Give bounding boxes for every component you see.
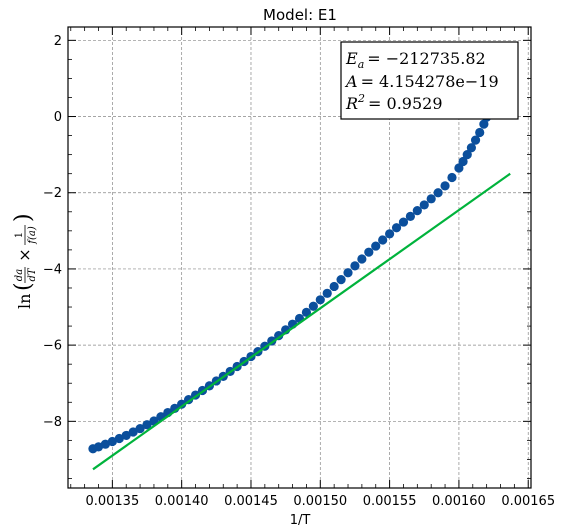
data-point [426,194,436,204]
ylabel-frac1-den: dT [27,267,38,281]
data-point [433,188,443,198]
data-point [378,235,388,245]
data-point [398,217,409,227]
ylabel-frac2-den: f(a) [27,226,38,245]
data-point [301,307,312,317]
data-point [462,150,472,160]
data-point [364,247,374,257]
annotation-ea: Ea = −212735.82 [345,49,486,71]
ylabel-frac2-num: 1 [14,232,25,238]
data-point [466,143,476,153]
plot-frame [67,26,532,489]
ylabel-frac1-num: da [14,269,25,281]
fit-line [92,172,511,471]
fit-line-series [92,172,511,471]
x-tick-label: 0.00135 [85,494,139,509]
ylabel-close-paren: ) [11,213,36,222]
y-axis-label: ln ( da dT × 1 f(a) ) [11,213,38,309]
x-tick-label: 0.00155 [363,494,417,509]
data-point [458,156,468,167]
data-point [308,301,318,311]
data-point [447,172,457,183]
data-point [93,442,104,452]
x-tick-label: 0.00140 [155,494,209,509]
x-tick-labels: 0.00135 0.00140 0.00145 0.00150 0.00155 0.001… [85,494,555,509]
y-tick-label: −6 [43,339,62,354]
y-tick-label: 2 [54,34,62,49]
data-point [315,295,325,305]
data-point [336,274,346,285]
data-point [142,420,152,430]
data-point [475,127,485,138]
data-point [357,254,367,264]
data-point [343,268,353,278]
ylabel-times: × [15,248,34,261]
annotation-box [340,41,519,120]
data-point [350,261,360,271]
data-point [440,181,450,191]
data-point [385,229,395,239]
data-point [128,427,138,437]
data-point [371,241,381,251]
data-point [322,288,332,298]
y-tick-label: −4 [43,262,62,277]
ylabel-ln: ln [15,294,34,309]
data-point [419,200,429,210]
data-point [177,399,187,409]
y-tick-label: −8 [43,415,62,430]
data-point [405,211,415,221]
data-point [391,223,402,233]
data-point [114,433,124,444]
x-tick-label: 0.00145 [224,494,278,509]
y-tick-label: 0 [54,110,62,125]
ticks [68,27,531,488]
ylabel-open-paren: ( [11,282,36,291]
data-point [121,430,131,441]
data-point [274,331,284,341]
fit-annotation: Ea = −212735.82 A = 4.154278e−19 R2 = 0.952… [340,41,519,120]
data-point [412,206,422,216]
data-point [470,135,481,145]
x-tick-label: 0.00150 [293,494,347,509]
x-tick-label: 0.00165 [501,494,555,509]
chart-title: Model: E1 [263,6,337,24]
data-point [329,281,339,292]
data-point [107,436,117,447]
grid [68,27,531,488]
x-tick-label: 0.00160 [432,494,486,509]
annotation-a: A = 4.154278e−19 [344,72,499,91]
data-point [135,423,145,434]
y-tick-label: −2 [43,186,62,201]
x-axis-label: 1/T [290,513,311,528]
y-tick-labels: −8 −6 −4 −2 0 2 [43,34,62,430]
annotation-r2: R2 = 0.9529 [345,92,443,113]
data-point [100,439,111,449]
